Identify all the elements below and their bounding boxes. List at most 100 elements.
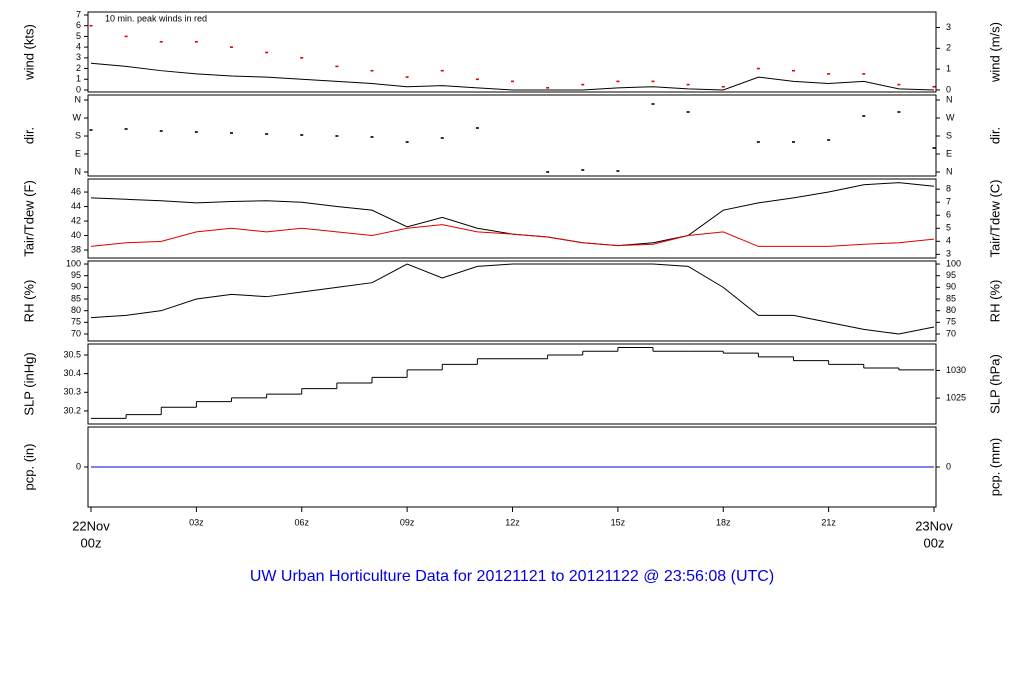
y-tick-label: 30.3: [63, 387, 81, 397]
y2-axis-label: wind (m/s): [987, 22, 1002, 83]
data-point: [616, 170, 620, 172]
data-point: [475, 78, 479, 81]
y-axis-label: RH (%): [21, 280, 36, 323]
y-tick-label: 85: [71, 293, 81, 303]
data-point: [159, 130, 163, 132]
data-point: [440, 69, 444, 72]
y2-axis-label: dir.: [987, 127, 1002, 144]
y2-tick-label: 90: [946, 282, 956, 292]
data-point: [405, 76, 409, 78]
data-point: [862, 115, 866, 117]
data-point: [370, 69, 374, 72]
data-point: [475, 127, 479, 129]
y-axis-label: dir.: [21, 127, 36, 144]
data-point: [194, 131, 198, 133]
x-tick-sublabel: 00z: [924, 535, 945, 550]
data-point: [194, 40, 198, 43]
data-point: [300, 57, 304, 59]
panel-frame: [87, 178, 937, 259]
data-point: [335, 65, 339, 68]
y-tick-label: 1: [76, 74, 81, 84]
y-tick-label: W: [73, 112, 82, 122]
data-point: [756, 141, 760, 143]
y2-tick-label: N: [946, 94, 953, 104]
data-point: [932, 85, 936, 88]
y2-tick-label: 6: [946, 210, 951, 220]
data-point: [827, 73, 831, 75]
x-tick-label: 18z: [716, 517, 731, 527]
data-point: [159, 40, 163, 43]
data-point: [546, 171, 550, 173]
panel-frame: [87, 94, 937, 177]
data-point: [89, 129, 93, 131]
data-point: [230, 46, 233, 48]
data-point: [124, 35, 128, 38]
data-point: [932, 147, 936, 149]
data-point: [230, 132, 233, 134]
y-tick-label: 7: [76, 9, 81, 19]
data-point: [124, 128, 128, 130]
x-tick-label: 12z: [505, 517, 520, 527]
y-tick-label: 38: [71, 244, 81, 254]
y-tick-label: 42: [71, 215, 81, 225]
y-tick-label: 90: [71, 282, 81, 292]
y2-tick-label: 0: [946, 461, 951, 471]
panel-frame: [87, 343, 937, 425]
y2-tick-label: N: [946, 166, 953, 176]
data-point: [335, 135, 339, 137]
data-point: [686, 111, 690, 113]
y-tick-label: 2: [76, 63, 81, 73]
data-point: [792, 69, 795, 72]
y2-tick-label: 7: [946, 197, 951, 207]
x-tick-label: 22Nov: [72, 518, 110, 533]
y-tick-label: 44: [71, 201, 81, 211]
y-axis-label: Tair/Tdew (F): [21, 180, 36, 257]
data-point: [721, 85, 725, 88]
y-tick-label: 30.4: [63, 368, 81, 378]
x-tick-label: 21z: [821, 517, 836, 527]
y-axis-label: wind (kts): [21, 24, 36, 81]
y2-tick-label: 95: [946, 270, 956, 280]
y2-tick-label: 1030: [946, 365, 966, 375]
y2-tick-label: 80: [946, 305, 956, 315]
x-tick-sublabel: 00z: [81, 535, 102, 550]
y2-tick-label: 100: [946, 258, 961, 268]
panel-frame: [87, 260, 937, 342]
y-tick-label: 0: [76, 461, 81, 471]
x-tick-label: 06z: [294, 517, 309, 527]
data-point: [897, 111, 901, 113]
x-tick-label: 23Nov: [915, 518, 953, 533]
y2-tick-label: 85: [946, 293, 956, 303]
y-axis-label: pcp. (in): [21, 444, 36, 491]
data-point: [581, 169, 585, 171]
data-point: [792, 141, 795, 143]
y-tick-label: 5: [76, 31, 81, 41]
panel-frame: [87, 11, 937, 93]
y2-tick-label: 1025: [946, 392, 966, 402]
data-line: [90, 62, 935, 91]
data-line: [90, 263, 935, 335]
data-point: [651, 103, 655, 105]
y-tick-label: N: [75, 166, 82, 176]
data-point: [862, 73, 866, 75]
y2-tick-label: W: [946, 112, 955, 122]
y-axis-label: SLP (inHg): [21, 352, 36, 415]
data-point: [827, 139, 831, 141]
annotation: 10 min. peak winds in red: [105, 13, 207, 23]
y2-tick-label: S: [946, 130, 952, 140]
y-tick-label: 30.5: [63, 349, 81, 359]
y-tick-label: E: [75, 148, 81, 158]
y-tick-label: 46: [71, 186, 81, 196]
y-tick-label: 0: [76, 84, 81, 94]
y2-axis-label: Tair/Tdew (C): [987, 179, 1002, 257]
y2-axis-label: SLP (hPa): [987, 354, 1002, 414]
x-tick-label: 03z: [189, 517, 204, 527]
data-point: [300, 134, 304, 136]
chart-title: UW Urban Horticulture Data for 20121121 …: [250, 568, 774, 585]
y-tick-label: 30.2: [63, 405, 81, 415]
data-point: [89, 24, 93, 27]
y-tick-label: 80: [71, 305, 81, 315]
y2-tick-label: E: [946, 148, 952, 158]
y2-tick-label: 8: [946, 184, 951, 194]
